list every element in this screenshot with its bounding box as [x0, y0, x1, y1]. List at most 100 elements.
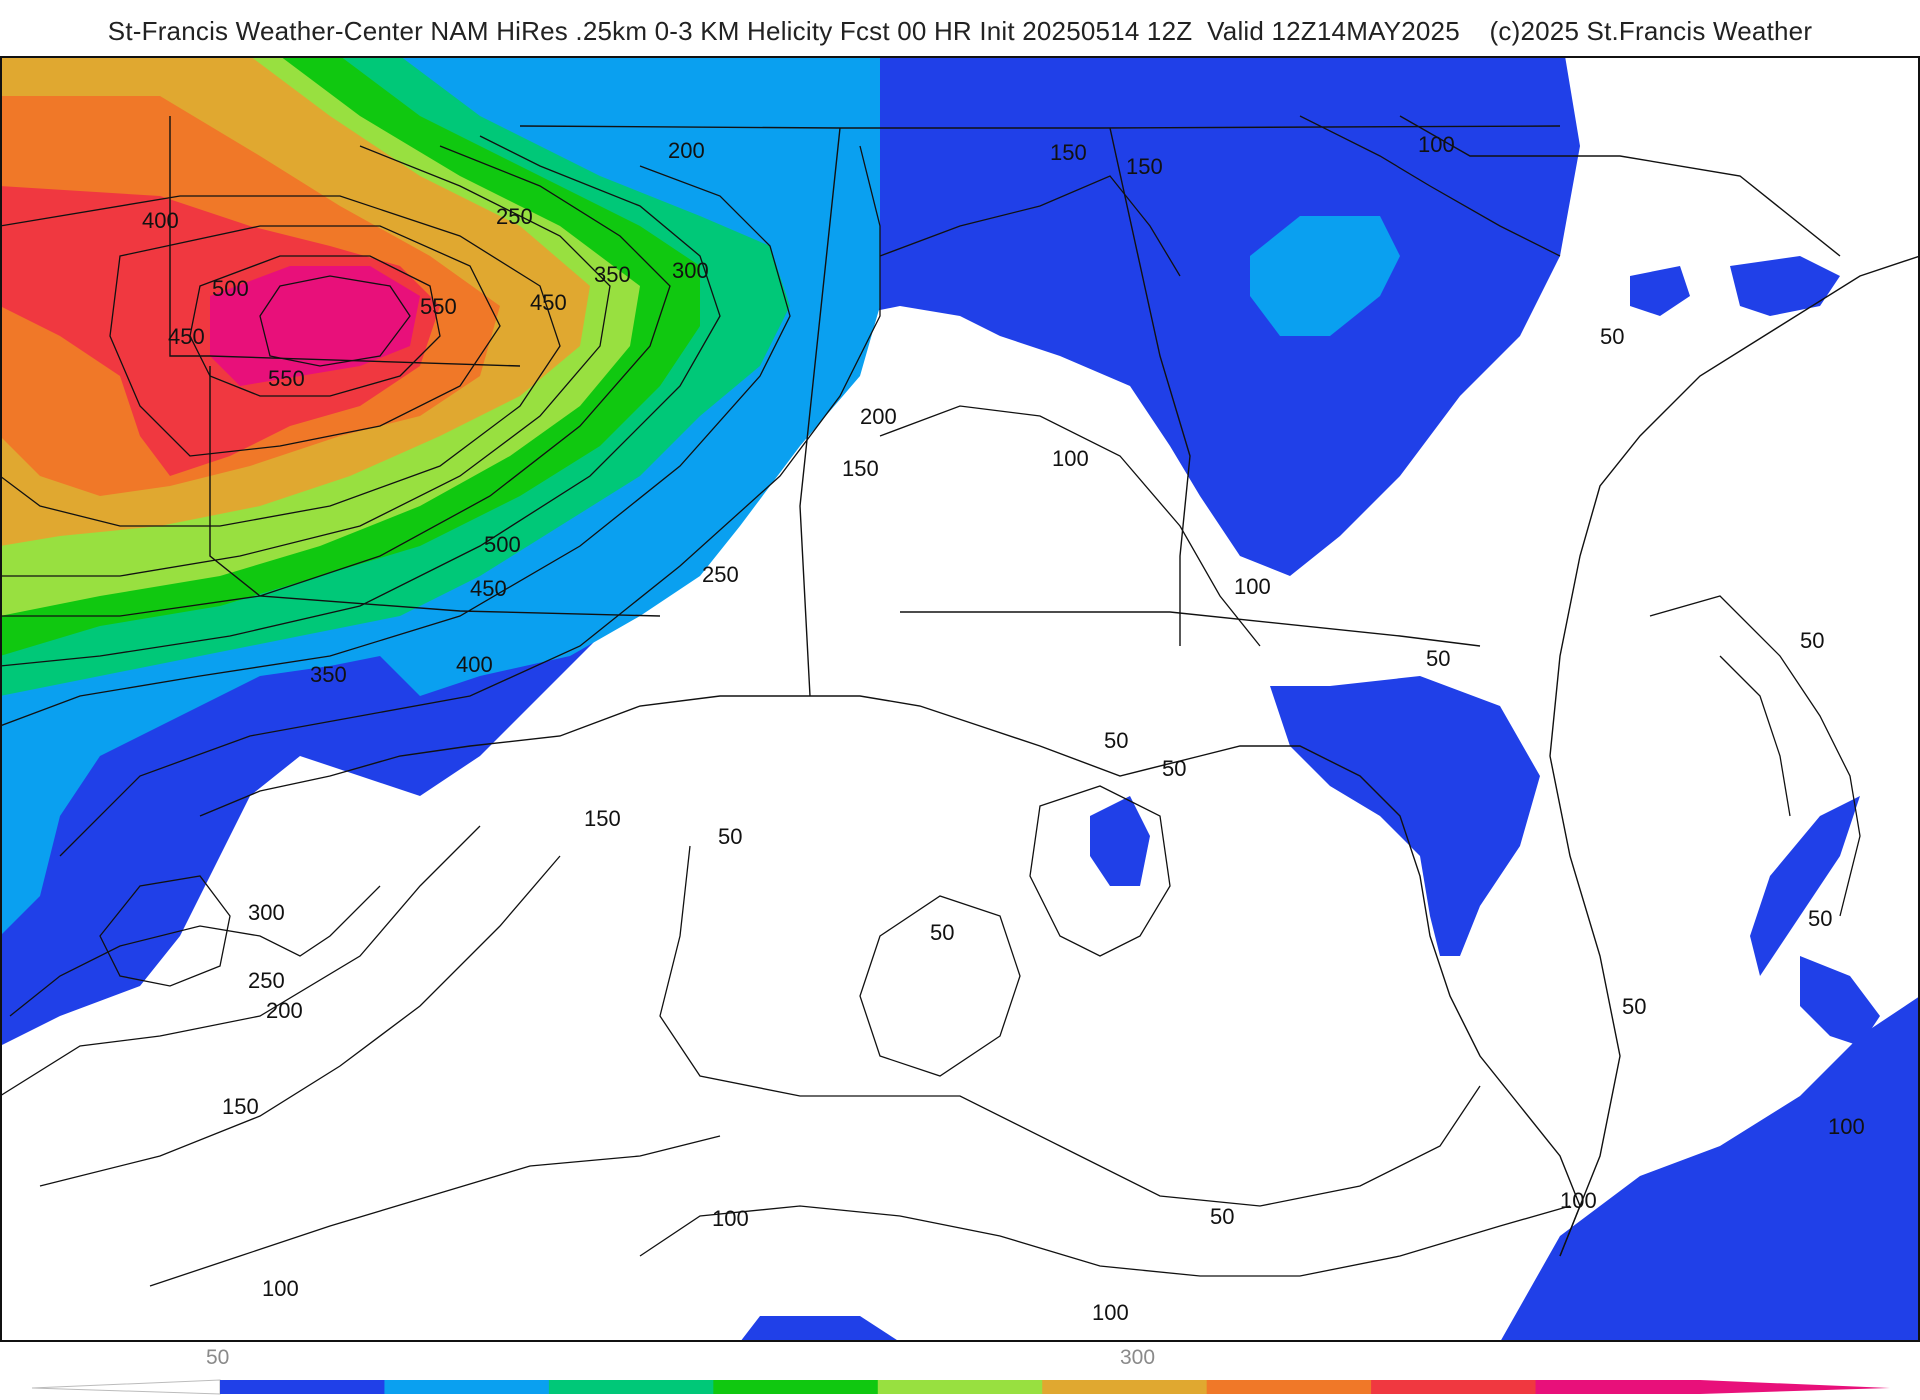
contour-label: 400	[142, 208, 179, 233]
colorbar-segment	[877, 1380, 1043, 1394]
coastline-atlantic	[1549, 255, 1920, 1257]
contour-label: 100	[1234, 574, 1271, 599]
helicity-map: 400 500 550 450 550 250 350 300 450 200 …	[0, 56, 1920, 1342]
colorbar-segment	[548, 1380, 714, 1394]
contour-label: 250	[248, 968, 285, 993]
colorbar-right-arrow	[1700, 1380, 1890, 1394]
contour-label: 200	[266, 998, 303, 1023]
contour-150-north	[879, 175, 1181, 277]
contour-label: 50	[718, 824, 742, 849]
state-line-1	[519, 125, 1561, 129]
contour-label: 500	[212, 276, 249, 301]
colorbar-segment	[1042, 1380, 1208, 1394]
contour-500	[189, 255, 441, 397]
contour-label: 50	[1104, 728, 1128, 753]
contour-200-south	[0, 825, 481, 1097]
contour-label: 150	[222, 1094, 259, 1119]
contour-label: 150	[842, 456, 879, 481]
state-line-7	[1399, 115, 1841, 257]
contour-label: 100	[1092, 1300, 1129, 1325]
state-line-2	[799, 127, 841, 697]
map-frame	[0, 56, 1920, 1342]
contour-label: 150	[1050, 140, 1087, 165]
contour-label: 400	[456, 652, 493, 677]
contour-label: 100	[1052, 446, 1089, 471]
contour-300-south	[99, 875, 231, 987]
helicity-contours	[0, 115, 1861, 1287]
fill-50-blue-south	[1500, 996, 1920, 1342]
contour-label: 550	[268, 366, 305, 391]
contour-350	[0, 145, 611, 577]
contour-label: 250	[702, 562, 739, 587]
contour-label: 50	[1800, 628, 1824, 653]
contour-250-south	[9, 885, 381, 1017]
contour-label: 300	[672, 258, 709, 283]
contour-label: 100	[1560, 1188, 1597, 1213]
fill-50-blue-island	[1090, 796, 1150, 886]
contour-50-gulf	[659, 845, 1481, 1207]
contour-50-east	[1649, 595, 1861, 917]
contour-label: 450	[470, 576, 507, 601]
contour-label: 150	[584, 806, 621, 831]
contour-label: 550	[420, 294, 457, 319]
contour-100-north	[879, 405, 1261, 647]
colorbar-segment	[1206, 1380, 1372, 1394]
contour-label: 50	[1808, 906, 1832, 931]
fill-50-blue-mid	[1730, 256, 1840, 316]
boundaries	[169, 115, 1920, 1257]
contour-550	[259, 275, 411, 367]
contour-label: 200	[860, 404, 897, 429]
contour-200	[0, 165, 791, 727]
contour-400	[0, 195, 561, 527]
contour-150-south	[39, 855, 561, 1187]
contour-50-atl	[1719, 655, 1791, 817]
contour-50-inner	[1029, 785, 1171, 957]
contour-label: 100	[712, 1206, 749, 1231]
contour-250	[0, 135, 721, 667]
colorbar-segment	[1535, 1380, 1701, 1394]
contour-450	[109, 225, 501, 457]
contour-label: 50	[1162, 756, 1186, 781]
contour-label: 50	[1622, 994, 1646, 1019]
contour-labels: 400 500 550 450 550 250 350 300 450 200 …	[142, 132, 1865, 1325]
contour-100-bottom	[639, 1205, 1571, 1277]
contour-label: 50	[930, 920, 954, 945]
fill-50-blue-bottom	[740, 1316, 900, 1342]
fill-100-cyan-blob	[1250, 216, 1400, 336]
contour-label: 250	[496, 204, 533, 229]
state-line-4	[900, 611, 1481, 647]
contour-label: 350	[310, 662, 347, 687]
fill-50-blue-atl2	[1800, 956, 1880, 1046]
contour-label: 100	[262, 1276, 299, 1301]
contour-label: 100	[1418, 132, 1455, 157]
contour-label: 450	[530, 290, 567, 315]
fill-50-blue-mid2	[1630, 266, 1690, 316]
state-line-5	[169, 116, 521, 367]
colorbar-segments	[220, 1380, 1701, 1394]
contour-label: 100	[1828, 1114, 1865, 1139]
contour-label: 300	[248, 900, 285, 925]
colorbar-left-arrow	[31, 1379, 221, 1395]
colorbar: 50 300	[31, 1346, 1890, 1395]
contour-100-south	[149, 1135, 721, 1287]
contour-50-loop	[859, 895, 1021, 1077]
fill-50-blue-atlantic	[1750, 796, 1860, 976]
fill-50-blue-gulf	[1270, 676, 1540, 956]
colorbar-segment	[1371, 1380, 1537, 1394]
contour-label: 50	[1210, 1204, 1234, 1229]
colorbar-segment	[713, 1380, 879, 1394]
contour-300	[0, 145, 671, 617]
fill-500-pink	[210, 266, 420, 386]
coastline-gulf	[199, 695, 1581, 1257]
colorbar-segment	[384, 1380, 550, 1394]
contour-label: 350	[594, 262, 631, 287]
contour-label: 150	[1126, 154, 1163, 179]
colorbar-tick-label: 300	[1120, 1346, 1155, 1369]
contour-100-ne	[1299, 115, 1561, 257]
contour-label: 200	[668, 138, 705, 163]
map-title: St-Francis Weather-Center NAM HiRes .25k…	[107, 16, 1813, 46]
state-line-3	[1109, 127, 1191, 646]
contour-label: 50	[1426, 646, 1450, 671]
contour-label: 500	[484, 532, 521, 557]
contour-label: 450	[168, 324, 205, 349]
